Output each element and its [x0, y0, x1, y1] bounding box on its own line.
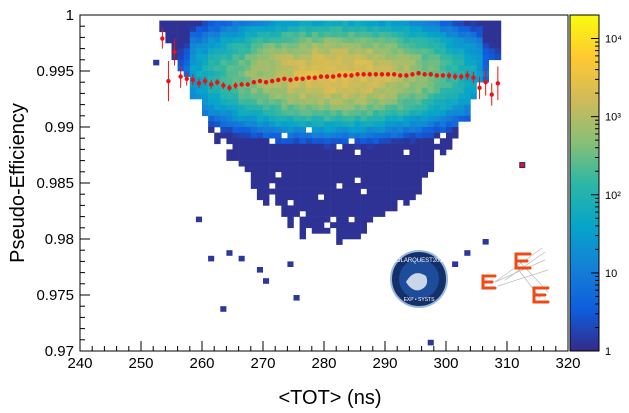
profile-point — [202, 78, 208, 84]
profile-point — [178, 74, 183, 79]
profile-point — [190, 77, 196, 83]
profile-point — [251, 80, 257, 85]
x-tick-label: 300 — [433, 355, 458, 372]
colorbar-tick-label: 10 — [605, 268, 617, 280]
profile-point — [318, 74, 324, 79]
profile-point — [452, 74, 458, 79]
profile-point — [434, 73, 440, 78]
profile-point — [306, 75, 311, 80]
colorbar-axis: 1 10 10² 10³ 10⁴ — [591, 14, 622, 358]
y-tick-label: 0.985 — [36, 175, 74, 192]
colorbar-tick-label: 10³ — [605, 112, 621, 124]
profile-markers — [160, 28, 526, 169]
profile-point — [257, 78, 263, 84]
outlier-point — [519, 162, 526, 169]
profile-point — [398, 73, 403, 78]
profile-point — [410, 72, 415, 77]
y-axis-title: Pseudo-Efficiency — [7, 103, 29, 263]
x-axis-title: <TOT> (ns) — [279, 387, 382, 409]
y-axis: 0.97 0.975 0.98 0.985 0.99 0.995 1 — [36, 7, 90, 360]
profile-point — [166, 78, 171, 84]
profile-point — [385, 72, 391, 77]
profile-point — [172, 49, 177, 55]
profile-point — [459, 74, 464, 79]
profile-point — [471, 75, 476, 80]
profile-point — [184, 76, 189, 82]
profile-point — [263, 80, 269, 85]
profile-point — [416, 71, 421, 76]
profile-point — [288, 77, 293, 83]
colorbar-tick-label: 10⁴ — [605, 34, 622, 46]
y-tick-label: 0.975 — [36, 287, 74, 304]
profile-point — [440, 73, 446, 78]
x-tick-label: 270 — [250, 355, 275, 372]
profile-point — [294, 76, 299, 82]
y-tick-label: 1 — [66, 7, 74, 24]
profile-point — [379, 72, 385, 77]
profile-point — [282, 76, 287, 82]
y-tick-label: 0.995 — [36, 63, 74, 80]
colorbar — [569, 14, 600, 352]
profile-point — [337, 73, 342, 78]
profile-point — [349, 73, 354, 78]
profile-point — [208, 82, 214, 87]
profile-point — [465, 73, 470, 78]
profile-point — [361, 72, 366, 77]
profile-point — [245, 82, 250, 87]
profile-point — [215, 80, 220, 85]
x-tick-label: 310 — [494, 355, 519, 372]
y-tick-label: 0.97 — [45, 343, 74, 360]
x-tick-label: 240 — [67, 355, 92, 372]
profile-point — [343, 73, 348, 78]
profile-point — [489, 92, 494, 97]
profile-point — [495, 81, 501, 86]
profile-point — [373, 72, 379, 77]
profile-point — [276, 77, 281, 83]
profile-point — [312, 75, 318, 80]
profile-point — [239, 82, 244, 87]
profile-point — [367, 72, 372, 77]
profile-point — [324, 74, 330, 79]
profile-point — [160, 36, 165, 41]
profile-point — [233, 83, 238, 88]
y-tick-label: 0.98 — [45, 231, 74, 248]
profile-point — [227, 85, 232, 91]
profile-point — [422, 72, 427, 77]
x-tick-label: 290 — [372, 355, 397, 372]
polarquest-logo-subtext: EXP • SYSTS — [404, 297, 436, 303]
profile-point — [483, 80, 488, 85]
x-tick-label: 260 — [189, 355, 214, 372]
x-axis: 240 250 260 270 280 290 300 310 320 — [67, 341, 581, 372]
x-tick-label: 250 — [128, 355, 153, 372]
colorbar-tick-label: 1 — [605, 346, 611, 358]
heatmap-cells — [153, 20, 502, 346]
profile-point — [428, 72, 433, 77]
profile-point — [477, 85, 482, 91]
profile-point — [221, 83, 226, 88]
polarquest-logo-text: POLARQUEST2018 — [392, 258, 447, 264]
profile-point — [269, 78, 275, 84]
polarquest-logo: POLARQUEST2018 EXP • SYSTS — [390, 250, 448, 308]
profile-point — [300, 76, 305, 82]
profile-point — [446, 73, 452, 78]
y-tick-label: 0.99 — [45, 119, 74, 136]
x-tick-label: 280 — [311, 355, 336, 372]
profile-point — [404, 73, 409, 78]
x-tick-label: 320 — [555, 355, 580, 372]
detector-logo — [481, 247, 550, 304]
profile-point — [391, 72, 397, 77]
colorbar-tick-label: 10² — [605, 190, 621, 202]
profile-point — [330, 74, 336, 79]
profile-point — [196, 81, 202, 86]
profile-point — [355, 72, 360, 77]
